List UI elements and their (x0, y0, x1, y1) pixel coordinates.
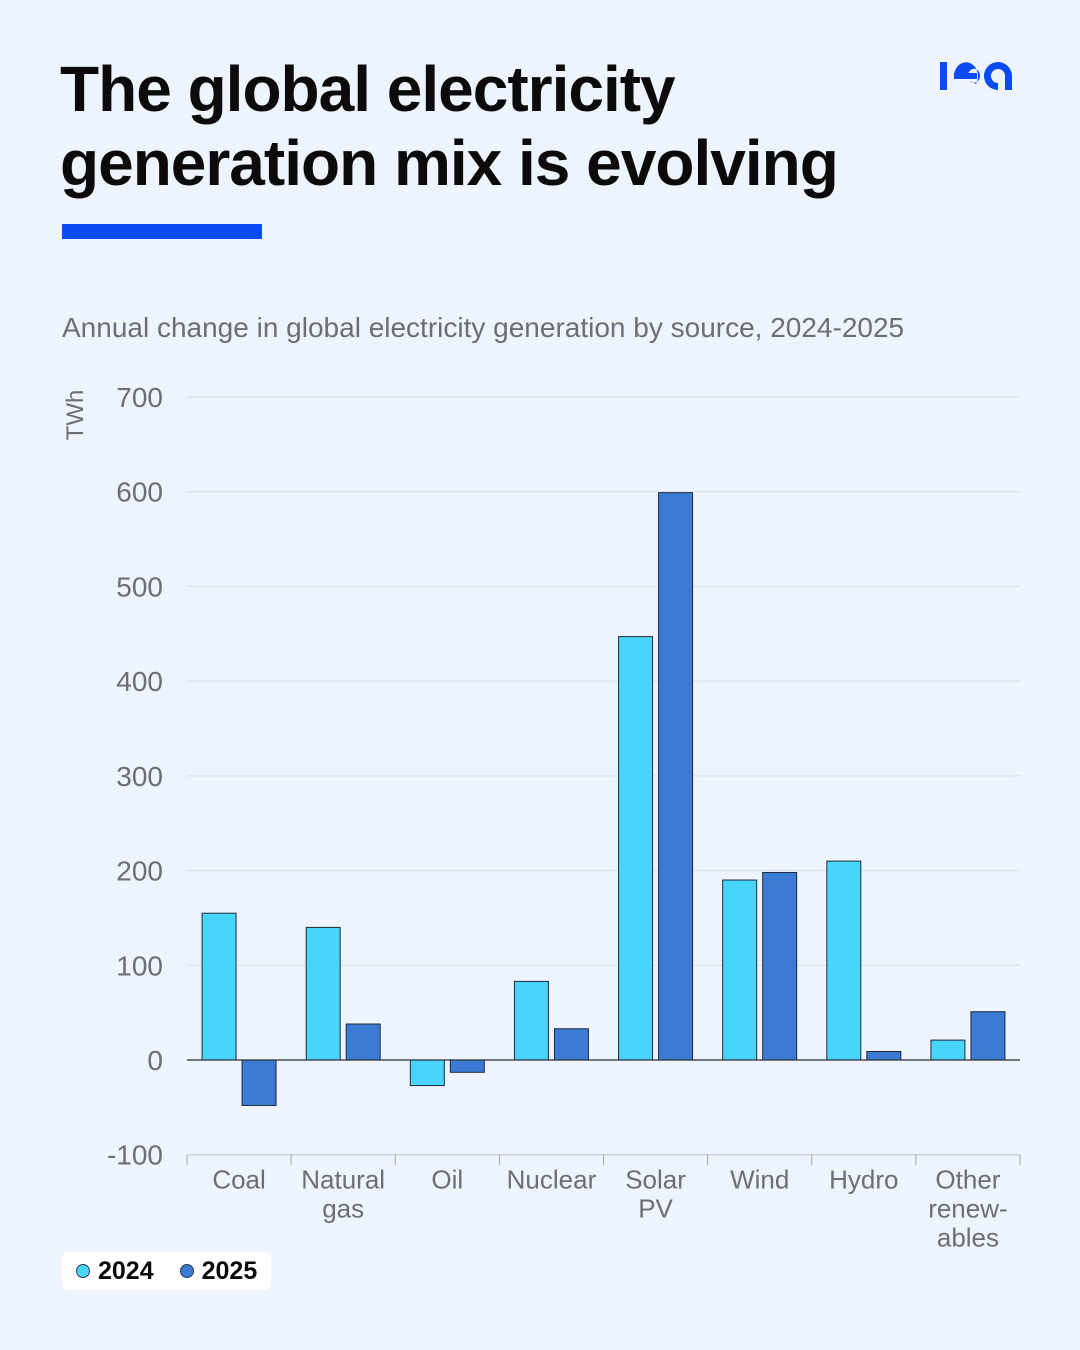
x-tick-label: PV (638, 1194, 673, 1224)
bar-2025 (241, 1059, 277, 1106)
legend-label-2025: 2025 (201, 1256, 258, 1285)
bar-2025 (345, 1023, 381, 1061)
x-tick-label: Other (935, 1165, 1000, 1195)
bar-2025 (449, 1059, 485, 1073)
chart-title: The global electricity generation mix is… (60, 52, 920, 200)
chart-legend: 2024 2025 (62, 1252, 272, 1290)
bar-2025 (970, 1011, 1006, 1061)
legend-marker-2024 (76, 1264, 90, 1278)
legend-marker-2025 (179, 1264, 194, 1278)
bar-2024 (826, 860, 862, 1061)
bar-2025 (762, 871, 798, 1061)
bar-chart: 700 600 500 400 300 200 100 0 -100 TWh Coal Natural… (62, 382, 1021, 1250)
y-axis-title: TWh (62, 390, 89, 441)
bar-2024 (409, 1059, 445, 1087)
title-line-1: The global electricity (60, 53, 676, 125)
y-tick-label: 500 (116, 571, 163, 602)
chart-subtitle: Annual change in global electricity gene… (62, 312, 905, 343)
y-tick-label: 700 (116, 382, 163, 413)
y-tick-label: 200 (116, 856, 163, 887)
x-tick-label: Nuclear (507, 1165, 597, 1195)
legend-label-2024: 2024 (98, 1256, 154, 1285)
legend-item-2024: 2024 (76, 1257, 154, 1286)
x-tick-label: Hydro (829, 1165, 898, 1195)
bar-2024 (201, 912, 237, 1061)
iea-logo (940, 62, 1012, 90)
x-tick-label: Natural (301, 1165, 385, 1195)
title-accent-bar (62, 224, 262, 239)
y-tick-label: 300 (116, 761, 163, 792)
y-tick-label: 100 (116, 950, 163, 981)
x-tick-label: Coal (212, 1165, 265, 1195)
x-tick-label: Oil (431, 1165, 463, 1195)
legend-item-2025: 2025 (179, 1256, 258, 1286)
bar-2024 (722, 879, 758, 1061)
x-tick-label: Solar (625, 1165, 686, 1195)
bar-2024 (513, 980, 549, 1061)
x-tick-label: Wind (730, 1165, 789, 1195)
bar-2025 (866, 1050, 902, 1061)
bar-2024 (305, 926, 341, 1061)
bar-2024 (618, 636, 654, 1061)
x-tick-label: renew- (928, 1194, 1007, 1224)
x-tick-label: ables (937, 1223, 999, 1250)
bar-2025 (553, 1028, 589, 1061)
title-line-2: generation mix is evolving (60, 127, 839, 199)
y-tick-label: 400 (116, 666, 163, 697)
y-tick-label: 600 (116, 477, 163, 508)
bar-2025 (658, 492, 694, 1061)
y-tick-label: -100 (107, 1140, 163, 1171)
x-tick-label: gas (322, 1194, 364, 1224)
bar-2024 (930, 1039, 966, 1061)
y-tick-label: 0 (147, 1045, 163, 1076)
